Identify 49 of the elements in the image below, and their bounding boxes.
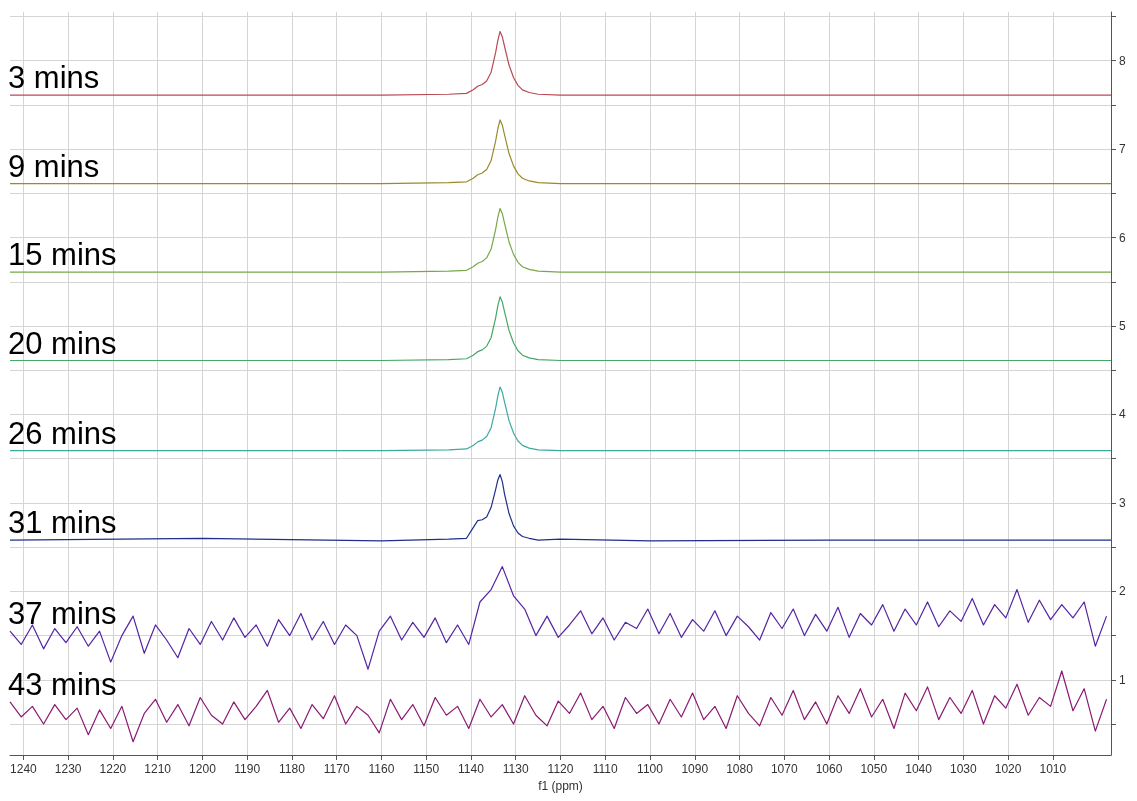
x-axis-title: f1 (ppm) (538, 778, 583, 793)
series-label: 26 mins (8, 415, 117, 451)
x-tick-label: 1080 (726, 762, 754, 776)
line-series (9, 119, 1112, 185)
x-tick-label: 1240 (10, 762, 38, 776)
x-tick-label: 1180 (279, 762, 306, 776)
line-series (9, 30, 1112, 96)
y-tick-label: 5 (1119, 319, 1126, 334)
series-label: 3 mins (8, 60, 100, 96)
x-tick-label: 1140 (458, 762, 485, 776)
y-tick-label: 3 (1119, 495, 1126, 510)
series-label: 31 mins (8, 505, 117, 541)
x-tick-label: 1150 (413, 762, 440, 776)
x-tick-label: 1220 (99, 762, 127, 776)
x-tick-label: 1110 (592, 762, 619, 776)
x-tick-label: 1200 (189, 762, 217, 776)
x-tick-label: 1050 (860, 762, 888, 776)
x-tick-label: 1130 (502, 762, 529, 776)
x-tick-label: 1100 (637, 762, 664, 776)
x-tick-label: 1030 (949, 762, 977, 776)
series-label: 9 mins (8, 148, 100, 184)
x-tick-label: 1070 (770, 762, 798, 776)
series-label: 15 mins (8, 237, 117, 273)
y-tick-label: 6 (1119, 230, 1126, 245)
x-tick-label: 1160 (368, 762, 395, 776)
line-series (9, 386, 1112, 452)
y-tick-label: 7 (1119, 142, 1126, 157)
x-tick-label: 1040 (905, 762, 933, 776)
line-series (9, 474, 1112, 542)
y-tick-label: 4 (1119, 407, 1126, 422)
y-tick-label: 8 (1119, 53, 1126, 68)
x-tick-label: 1190 (234, 762, 261, 776)
series-label: 37 mins (8, 596, 117, 632)
line-series (9, 566, 1108, 670)
x-tick-label: 1170 (323, 762, 350, 776)
x-tick-label: 1210 (144, 762, 172, 776)
x-tick-label: 1090 (681, 762, 709, 776)
x-tick-label: 1120 (547, 762, 574, 776)
y-tick-label: 2 (1119, 584, 1126, 599)
y-tick-label: 1 (1119, 672, 1126, 687)
line-series (9, 296, 1112, 362)
x-tick-label: 1230 (54, 762, 82, 776)
x-tick-label: 1010 (1039, 762, 1067, 776)
series-label: 20 mins (8, 325, 117, 361)
line-series (9, 207, 1112, 273)
x-tick-label: 1060 (815, 762, 843, 776)
series-label: 43 mins (8, 666, 117, 702)
line-series (9, 670, 1108, 743)
x-tick-label: 1020 (994, 762, 1022, 776)
